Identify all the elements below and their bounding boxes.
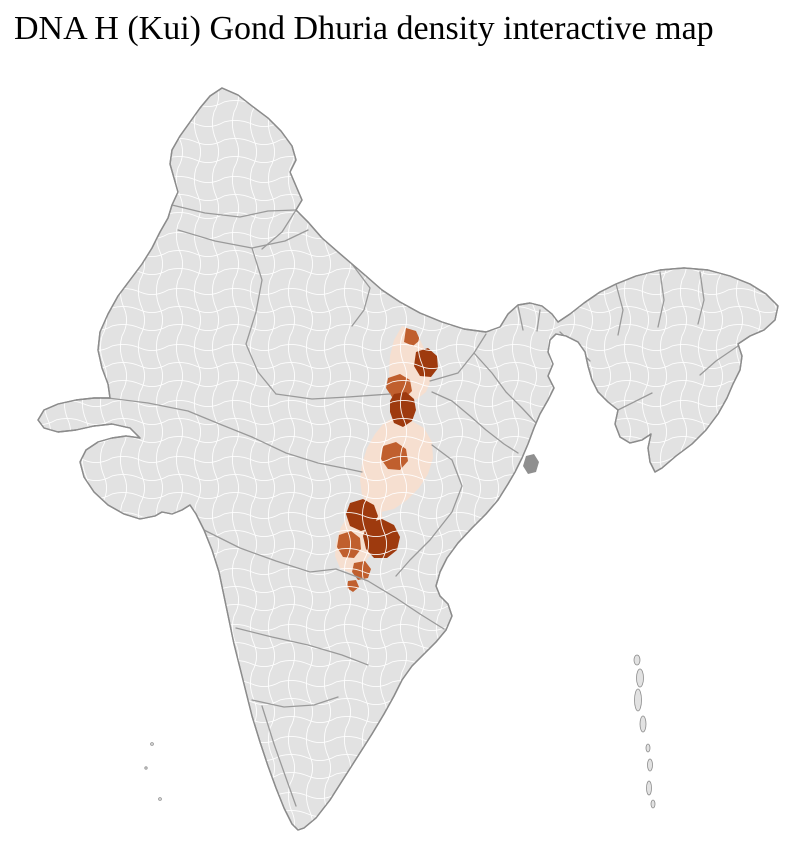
andaman-nicobar-islands[interactable]: [633, 654, 656, 809]
lakshadweep-islands: [144, 742, 162, 801]
metro-district[interactable]: [523, 454, 539, 474]
page-title: DNA H (Kui) Gond Dhuria density interact…: [14, 10, 714, 47]
